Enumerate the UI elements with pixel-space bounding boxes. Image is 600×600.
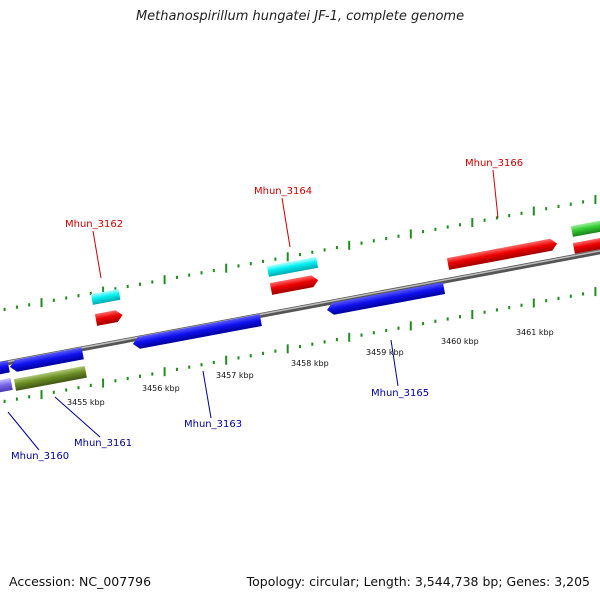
kbp-label: 3455 kbp — [67, 398, 105, 407]
feature-mhun-3166[interactable] — [446, 238, 558, 270]
callout-line-mhun-3166 — [492, 169, 499, 219]
callout-line-mhun-3165 — [390, 339, 399, 387]
callout-lines — [7, 169, 499, 451]
feature-mhun-3161[interactable] — [13, 365, 87, 391]
lower-tick-track — [3, 287, 597, 403]
gene-label-mhun-3166[interactable]: Mhun_3166 — [465, 158, 523, 169]
kbp-label: 3457 kbp — [216, 371, 254, 380]
callout-line-mhun-3162 — [92, 230, 102, 279]
upper-tick-track — [3, 195, 597, 311]
feature-green-edge[interactable] — [570, 218, 600, 237]
gene-label-mhun-3164[interactable]: Mhun_3164 — [254, 186, 312, 197]
kbp-label: 3456 kbp — [142, 384, 180, 393]
topology-text: Topology: circular; Length: 3,544,738 bp… — [246, 574, 590, 589]
kbp-label: 3459 kbp — [366, 348, 404, 357]
gene-labels: Mhun_3162 Mhun_3164 Mhun_3166 Mhun_3160 … — [11, 158, 523, 462]
kbp-label: 3460 kbp — [441, 337, 479, 346]
accession-text: Accession: NC_007796 — [9, 574, 152, 589]
gene-label-mhun-3160[interactable]: Mhun_3160 — [11, 451, 69, 462]
callout-line-mhun-3163 — [202, 370, 212, 419]
genome-backbone — [0, 249, 600, 367]
kbp-label: 3458 kbp — [291, 359, 329, 368]
callout-line-mhun-3164 — [281, 197, 291, 248]
genome-title: Methanospirillum hungatei JF-1, complete… — [135, 9, 465, 24]
feature-mhun-3162[interactable] — [94, 309, 124, 326]
feature-mhun-3159[interactable] — [0, 360, 10, 376]
callout-line-mhun-3160 — [7, 411, 40, 451]
feature-mhun-3165[interactable] — [326, 282, 446, 316]
feature-mhun-3164-cyan[interactable] — [266, 256, 319, 277]
kbp-label: 3461 kbp — [516, 328, 554, 337]
feature-mhun-3161-blue[interactable] — [9, 347, 84, 372]
gene-label-mhun-3162[interactable]: Mhun_3162 — [65, 219, 123, 230]
feature-mhun-3160[interactable] — [0, 378, 13, 394]
feature-red-edge[interactable] — [572, 235, 600, 254]
gene-label-mhun-3163[interactable]: Mhun_3163 — [184, 419, 242, 430]
feature-mhun-3164[interactable] — [269, 274, 319, 295]
feature-mhun-3162-cyan[interactable] — [90, 288, 121, 305]
feature-mhun-3163[interactable] — [132, 314, 262, 350]
callout-line-mhun-3161 — [54, 396, 101, 438]
kbp-scale-labels: 3455 kbp 3456 kbp 3457 kbp 3458 kbp 3459… — [67, 328, 554, 407]
gene-label-mhun-3165[interactable]: Mhun_3165 — [371, 388, 429, 399]
gene-label-mhun-3161[interactable]: Mhun_3161 — [74, 438, 132, 449]
